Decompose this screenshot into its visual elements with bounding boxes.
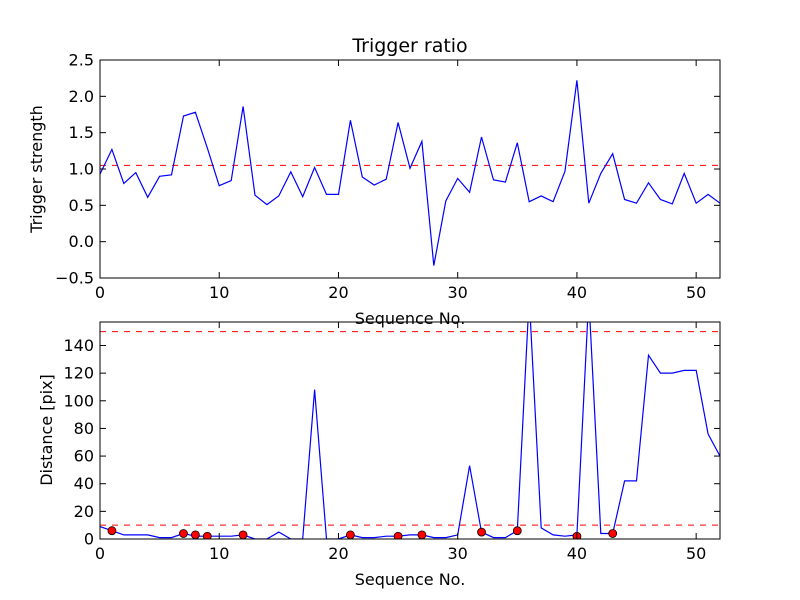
y-axis-label: Trigger strength — [27, 105, 46, 234]
plot-frame — [99, 321, 721, 540]
y-tick-label: 60 — [74, 447, 94, 466]
distance-chart: 0 10 20 30 40 50 0 20 40 60 80 100 120 140 Sequence … — [37, 321, 721, 589]
y-tick-label: 20 — [74, 502, 94, 521]
y-tick-label: 0 — [84, 530, 94, 549]
y-tick-label: 0.0 — [69, 232, 94, 251]
x-axis-label: Sequence No. — [355, 309, 466, 328]
event-marker — [477, 527, 486, 537]
x-tick-label: 30 — [448, 544, 468, 563]
event-marker — [179, 529, 188, 538]
x-tick-label: 0 — [95, 544, 105, 563]
x-tick-label: 40 — [567, 544, 587, 563]
x-tick-label: 50 — [686, 544, 706, 563]
y-tick-label: 1.0 — [69, 160, 94, 179]
x-tick-label: 40 — [567, 283, 587, 302]
event-marker — [417, 530, 427, 539]
event-marker — [512, 526, 522, 536]
x-tick-label: 20 — [328, 283, 348, 302]
y-tick-label: 40 — [74, 474, 94, 493]
y-tick-label: 2.5 — [69, 51, 94, 70]
x-tick-label: 30 — [448, 283, 468, 302]
y-tick-label: −0.5 — [55, 269, 94, 288]
event-marker — [202, 531, 212, 539]
y-tick-label: 80 — [74, 419, 94, 438]
event-marker — [608, 529, 618, 538]
x-tick-label: 10 — [209, 544, 229, 563]
y-tick-label: 1.5 — [69, 123, 94, 142]
event-marker — [107, 526, 117, 536]
event-marker — [393, 531, 403, 539]
y-tick-label: 140 — [63, 336, 94, 355]
trigger-ratio-chart: Trigger ratio 0 10 20 30 40 50 −0.5 0.0 0.5 1.0 1… — [27, 35, 721, 328]
y-axis-label: Distance [pix] — [37, 374, 56, 486]
x-tick-label: 20 — [328, 544, 348, 563]
series-line — [100, 80, 720, 266]
chart-title: Trigger ratio — [351, 35, 467, 57]
x-axis-label: Sequence No. — [355, 570, 466, 589]
event-marker — [345, 530, 355, 539]
event-marker — [238, 530, 248, 539]
x-tick-label: 0 — [95, 283, 105, 302]
event-marker — [190, 530, 200, 539]
y-tick-label: 100 — [63, 391, 94, 410]
x-tick-label: 10 — [209, 283, 229, 302]
x-tick-label: 50 — [686, 283, 706, 302]
y-tick-label: 120 — [63, 364, 94, 383]
y-tick-label: 0.5 — [69, 196, 94, 215]
y-tick-label: 2.0 — [69, 87, 94, 106]
